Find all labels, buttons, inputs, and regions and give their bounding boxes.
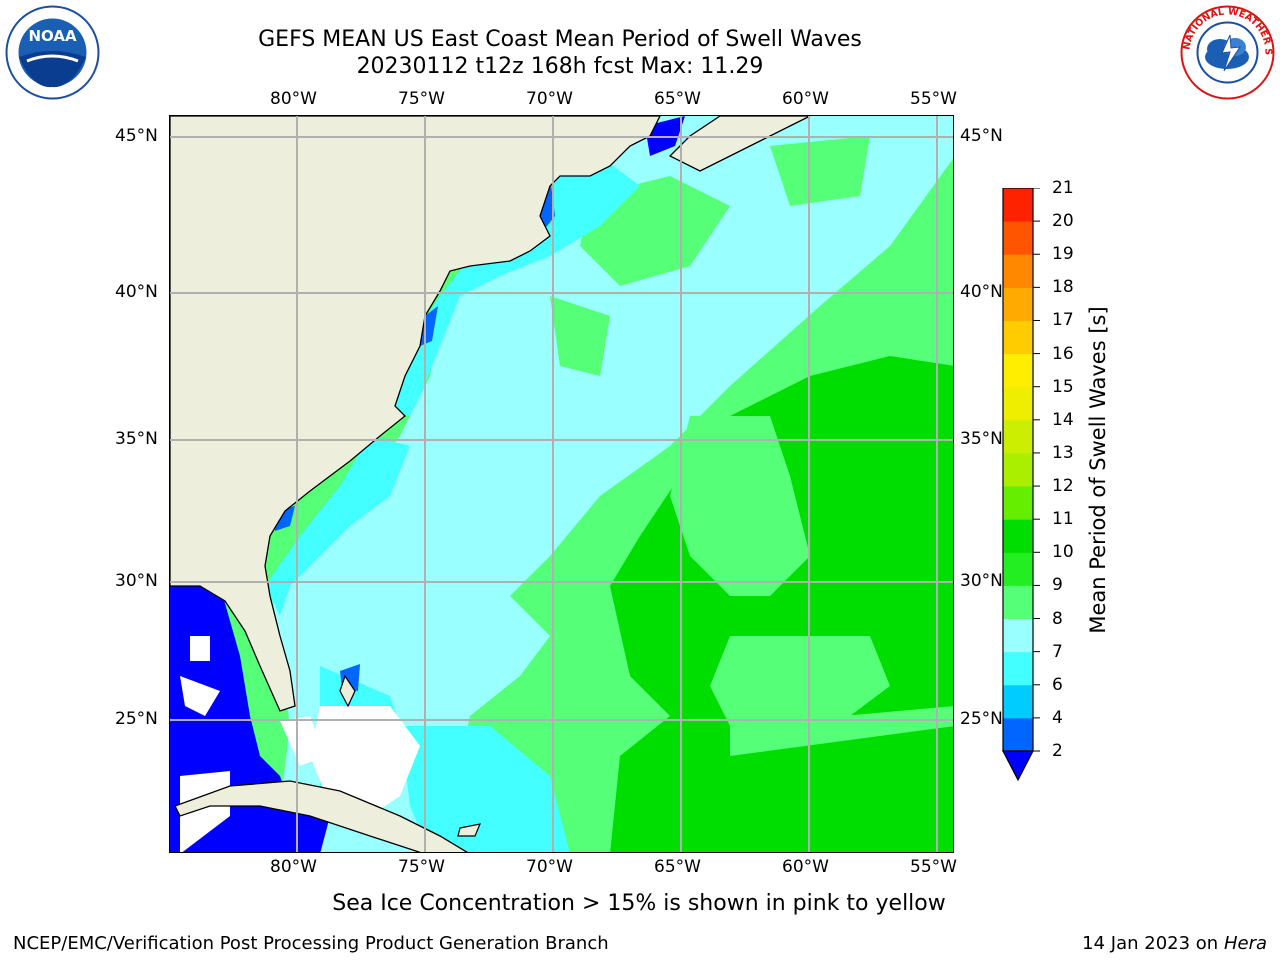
colorbar-segment xyxy=(1003,519,1033,553)
colorbar-segment xyxy=(1003,353,1033,388)
colorbar-tick-label: 17 xyxy=(1052,310,1074,331)
land-island xyxy=(457,823,481,837)
latitude-tick-label: 45°N xyxy=(960,126,1003,146)
colorbar-segment xyxy=(1003,254,1033,288)
missing-data-area xyxy=(180,676,220,716)
colorbar-tick-label: 13 xyxy=(1052,442,1074,463)
colorbar-scale xyxy=(1002,187,1040,782)
longitude-tick-label: 70°W xyxy=(526,857,573,877)
colorbar-tick-label: 21 xyxy=(1052,178,1074,198)
swell-period-field xyxy=(170,116,953,852)
field-9-10s-patch xyxy=(730,706,953,756)
longitude-tick-label: 70°W xyxy=(526,89,573,109)
footer-date: 14 Jan 2023 on Hera xyxy=(1082,933,1267,954)
map-subtitle: 20230112 t12z 168h fcst Max: 11.29 xyxy=(356,54,764,79)
latitude-tick-label: 25°N xyxy=(960,709,1003,729)
land-island xyxy=(339,674,356,708)
latitude-tick-label: 30°N xyxy=(960,571,1003,591)
colorbar-tick-label: 20 xyxy=(1052,211,1074,232)
footer-date-text: 14 Jan 2023 on xyxy=(1082,933,1219,954)
field-9-10s-patch xyxy=(770,136,870,206)
noaa-logo: NOAA xyxy=(5,5,100,104)
colorbar-tick-label: 18 xyxy=(1052,277,1074,298)
land-nova-scotia xyxy=(668,116,811,172)
latitude-tick-label: 40°N xyxy=(960,282,1003,302)
longitude-tick-label: 75°W xyxy=(398,89,445,109)
longitude-tick-label: 65°W xyxy=(654,857,701,877)
latitude-tick-label: 45°N xyxy=(115,126,158,146)
missing-data-area xyxy=(280,716,325,766)
field-9-10s-patch xyxy=(550,296,610,376)
longitude-tick-label: 60°W xyxy=(782,857,829,877)
latitude-tick-label: 35°N xyxy=(115,429,158,449)
field-9-10s-patch xyxy=(670,416,810,596)
colorbar-title: Mean Period of Swell Waves [s] xyxy=(1086,306,1110,634)
longitude-tick-label: 75°W xyxy=(398,857,445,877)
colorbar-tick-label: 19 xyxy=(1052,244,1074,265)
colorbar-segment xyxy=(1003,419,1033,454)
footer-machine: Hera xyxy=(1223,933,1267,954)
colorbar-tick-label: 8 xyxy=(1052,608,1063,629)
map-area xyxy=(169,115,954,853)
colorbar-frame xyxy=(1002,187,1034,752)
colorbar-tick-label: 11 xyxy=(1052,509,1074,530)
latitude-tick-label: 40°N xyxy=(115,282,158,302)
colorbar-segment xyxy=(1003,618,1033,653)
sea-ice-note: Sea Ice Concentration > 15% is shown in … xyxy=(332,891,946,916)
graticule xyxy=(170,116,953,852)
colorbar-segment xyxy=(1003,287,1033,321)
longitude-tick-label: 80°W xyxy=(270,857,317,877)
nws-logo: NATIONAL WEATHER SERVICE xyxy=(1176,0,1275,104)
longitude-tick-label: 55°W xyxy=(910,857,957,877)
latitude-tick-label: 30°N xyxy=(115,571,158,591)
colorbar-tick-label: 4 xyxy=(1052,707,1063,728)
colorbar-tick-label: 7 xyxy=(1052,641,1063,662)
colorbar-tick-label: 10 xyxy=(1052,542,1074,563)
colorbar-segment xyxy=(1003,452,1033,487)
colorbar-tick-label: 14 xyxy=(1052,409,1074,430)
colorbar-segment xyxy=(1003,585,1033,620)
field-7-8s xyxy=(400,726,570,852)
colorbar-tick-label: 12 xyxy=(1052,476,1074,497)
colorbar-segment xyxy=(1003,221,1033,255)
colorbar-tick-label: 9 xyxy=(1052,575,1063,596)
colorbar-segment xyxy=(1003,386,1033,421)
colorbar-segment xyxy=(1003,684,1033,719)
colorbar-segment xyxy=(1003,486,1033,520)
noaa-logo-text: NOAA xyxy=(28,27,77,45)
map-title: GEFS MEAN US East Coast Mean Period of S… xyxy=(258,27,862,52)
colorbar-tick-label: 2 xyxy=(1052,741,1063,761)
field-9-10s-patch xyxy=(710,636,890,726)
missing-data-area xyxy=(190,636,210,661)
colorbar-segment xyxy=(1003,320,1033,355)
longitude-tick-label: 60°W xyxy=(782,89,829,109)
longitude-tick-label: 65°W xyxy=(654,89,701,109)
latitude-tick-label: 25°N xyxy=(115,709,158,729)
land-cuba xyxy=(174,780,468,852)
field-7-8s xyxy=(265,436,410,616)
longitude-tick-label: 55°W xyxy=(910,89,957,109)
field-7-8s xyxy=(380,156,640,416)
colorbar xyxy=(1000,187,1040,792)
latitude-tick-label: 35°N xyxy=(960,429,1003,449)
colorbar-segment xyxy=(1003,188,1033,222)
longitude-tick-label: 80°W xyxy=(270,89,317,109)
colorbar-tick-label: 6 xyxy=(1052,674,1063,695)
field-8-9s xyxy=(270,116,953,852)
footer-credit: NCEP/EMC/Verification Post Processing Pr… xyxy=(13,933,609,954)
missing-data-area xyxy=(310,706,420,816)
colorbar-segment xyxy=(1003,552,1033,586)
colorbar-under-triangle xyxy=(1002,750,1034,782)
colorbar-tick-label: 16 xyxy=(1052,343,1074,364)
land-north-america xyxy=(170,116,661,712)
colorbar-segment xyxy=(1003,651,1033,686)
colorbar-segment xyxy=(1003,717,1033,752)
colorbar-tick-label: 15 xyxy=(1052,376,1074,397)
